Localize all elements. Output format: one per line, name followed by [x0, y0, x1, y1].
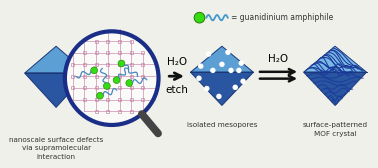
- Bar: [118, 40, 121, 43]
- Circle shape: [113, 77, 120, 83]
- Bar: [94, 110, 98, 113]
- Bar: [118, 63, 121, 66]
- Circle shape: [65, 31, 158, 125]
- Circle shape: [239, 60, 244, 66]
- Text: = guanidinium amphiphile: = guanidinium amphiphile: [231, 13, 333, 22]
- Text: H₂O: H₂O: [166, 57, 187, 67]
- Text: isolated mesopores: isolated mesopores: [187, 122, 257, 128]
- Bar: [106, 51, 109, 54]
- Bar: [106, 40, 109, 43]
- Bar: [130, 110, 133, 113]
- Bar: [94, 63, 98, 66]
- Bar: [94, 98, 98, 101]
- Bar: [141, 63, 144, 66]
- Bar: [130, 75, 133, 78]
- Bar: [94, 75, 98, 78]
- Polygon shape: [304, 46, 367, 72]
- Bar: [141, 98, 144, 101]
- Bar: [106, 87, 109, 89]
- Text: H₂O: H₂O: [268, 54, 288, 64]
- Bar: [83, 63, 86, 66]
- Bar: [71, 63, 74, 66]
- Bar: [130, 87, 133, 89]
- Polygon shape: [25, 73, 88, 107]
- Circle shape: [198, 63, 203, 69]
- Circle shape: [118, 60, 125, 67]
- Bar: [94, 87, 98, 89]
- Bar: [118, 87, 121, 89]
- Bar: [130, 40, 133, 43]
- Circle shape: [225, 50, 231, 55]
- Bar: [94, 40, 98, 43]
- Bar: [94, 51, 98, 54]
- Circle shape: [236, 68, 242, 73]
- Circle shape: [104, 82, 110, 89]
- Bar: [141, 87, 144, 89]
- Bar: [71, 75, 74, 78]
- Bar: [83, 51, 86, 54]
- Circle shape: [91, 67, 98, 74]
- Bar: [83, 87, 86, 89]
- Circle shape: [97, 92, 104, 99]
- Bar: [106, 98, 109, 101]
- Polygon shape: [25, 46, 88, 73]
- Circle shape: [196, 75, 202, 81]
- Text: surface-patterned
MOF crystal: surface-patterned MOF crystal: [302, 122, 368, 137]
- Circle shape: [126, 80, 133, 87]
- Circle shape: [232, 85, 238, 90]
- Circle shape: [240, 78, 246, 84]
- Bar: [118, 75, 121, 78]
- Circle shape: [216, 94, 222, 99]
- Bar: [118, 110, 121, 113]
- Polygon shape: [304, 72, 367, 106]
- Bar: [71, 87, 74, 89]
- Bar: [130, 63, 133, 66]
- Bar: [83, 98, 86, 101]
- Circle shape: [206, 51, 211, 57]
- Circle shape: [210, 68, 215, 73]
- Bar: [118, 98, 121, 101]
- Circle shape: [204, 86, 209, 91]
- Bar: [141, 51, 144, 54]
- Bar: [118, 51, 121, 54]
- Text: etch: etch: [165, 85, 188, 95]
- Bar: [83, 75, 86, 78]
- Text: nanoscale surface defects
via supramolecular
interaction: nanoscale surface defects via supramolec…: [9, 137, 103, 160]
- Bar: [106, 63, 109, 66]
- Bar: [106, 75, 109, 78]
- Bar: [106, 110, 109, 113]
- Bar: [141, 75, 144, 78]
- Bar: [130, 98, 133, 101]
- Circle shape: [219, 62, 225, 67]
- Bar: [130, 51, 133, 54]
- Polygon shape: [191, 46, 253, 72]
- Polygon shape: [191, 72, 253, 106]
- Circle shape: [228, 68, 234, 73]
- Circle shape: [194, 12, 205, 23]
